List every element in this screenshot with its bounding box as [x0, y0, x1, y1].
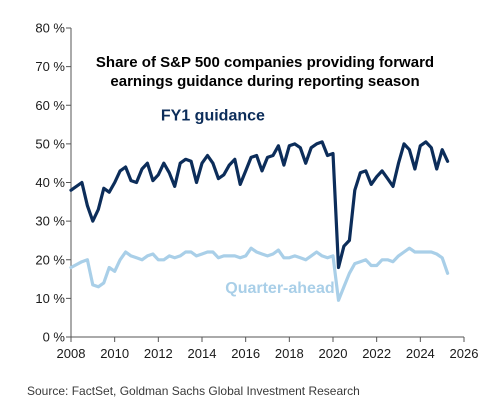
y-tick-label: 0 %: [43, 330, 66, 345]
x-tick-label: 2026: [450, 346, 479, 361]
y-tick-label: 50 %: [35, 136, 65, 151]
series-label-fy1-guidance: FY1 guidance: [161, 108, 265, 125]
x-axis: 2008 2010 2012 2014 2016 2018 2020 2022 2024 2026: [57, 336, 479, 361]
x-tick-label: 2014: [188, 346, 217, 361]
x-tick-label: 2020: [319, 346, 348, 361]
series-label-quarter-ahead: Quarter-ahead: [225, 280, 334, 297]
series-line-quarter-ahead: [69, 246, 450, 302]
chart-title-line-2: earnings guidance during reporting seaso…: [110, 73, 419, 90]
chart-title-line-1: Share of S&P 500 companies providing for…: [96, 54, 434, 71]
x-tick-label: 2022: [362, 346, 391, 361]
x-tick-label: 2024: [406, 346, 435, 361]
source-note: Source: FactSet, Goldman Sachs Global In…: [27, 384, 360, 398]
x-tick-label: 2010: [100, 346, 129, 361]
y-tick-label: 30 %: [35, 214, 65, 229]
y-axis: 0 % 10 % 20 % 30 % 40 % 50 % 60 % 70 % 80 %: [35, 21, 72, 345]
y-tick-label: 60 %: [35, 98, 65, 113]
x-tick-label: 2012: [144, 346, 173, 361]
y-tick-label: 40 %: [35, 175, 65, 190]
x-tick-label: 2016: [231, 346, 260, 361]
y-tick-label: 10 %: [35, 291, 65, 306]
y-tick-label: 20 %: [35, 252, 65, 267]
y-tick-label: 70 %: [35, 59, 65, 74]
series-layer: [69, 140, 450, 302]
y-tick-label: 80 %: [35, 21, 65, 36]
x-tick-label: 2018: [275, 346, 304, 361]
x-tick-label: 2008: [57, 346, 86, 361]
series-line-fy1-guidance: [69, 140, 450, 270]
